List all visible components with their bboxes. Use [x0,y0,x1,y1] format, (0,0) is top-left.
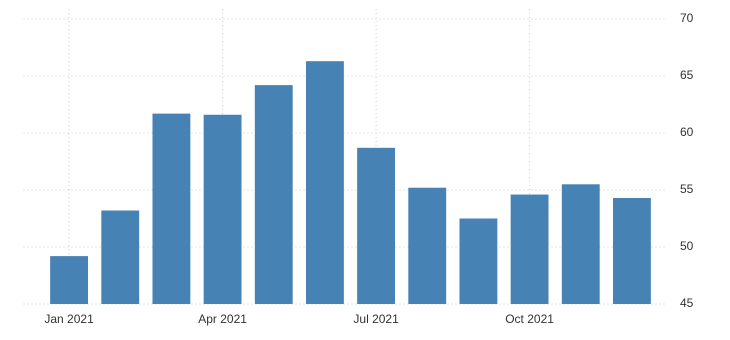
bar [408,187,447,304]
bar [50,256,89,304]
y-tick-label: 70 [680,11,694,25]
bar [612,197,651,304]
bar [305,61,344,305]
x-tick-label: Apr 2021 [198,312,247,326]
y-tick-label: 50 [680,239,694,253]
y-tick-label: 65 [680,68,694,82]
x-tick-label: Jan 2021 [44,312,94,326]
y-tick-label: 45 [680,296,694,310]
bar [510,194,549,304]
bar [357,147,396,304]
y-tick-label: 60 [680,125,694,139]
bar [561,184,600,304]
bar [459,218,498,304]
bar [152,113,191,305]
x-tick-label: Oct 2021 [505,312,554,326]
bar [203,114,242,304]
bar [101,210,140,304]
y-tick-label: 55 [680,182,694,196]
x-tick-label: Jul 2021 [353,312,399,326]
bar [254,85,293,305]
